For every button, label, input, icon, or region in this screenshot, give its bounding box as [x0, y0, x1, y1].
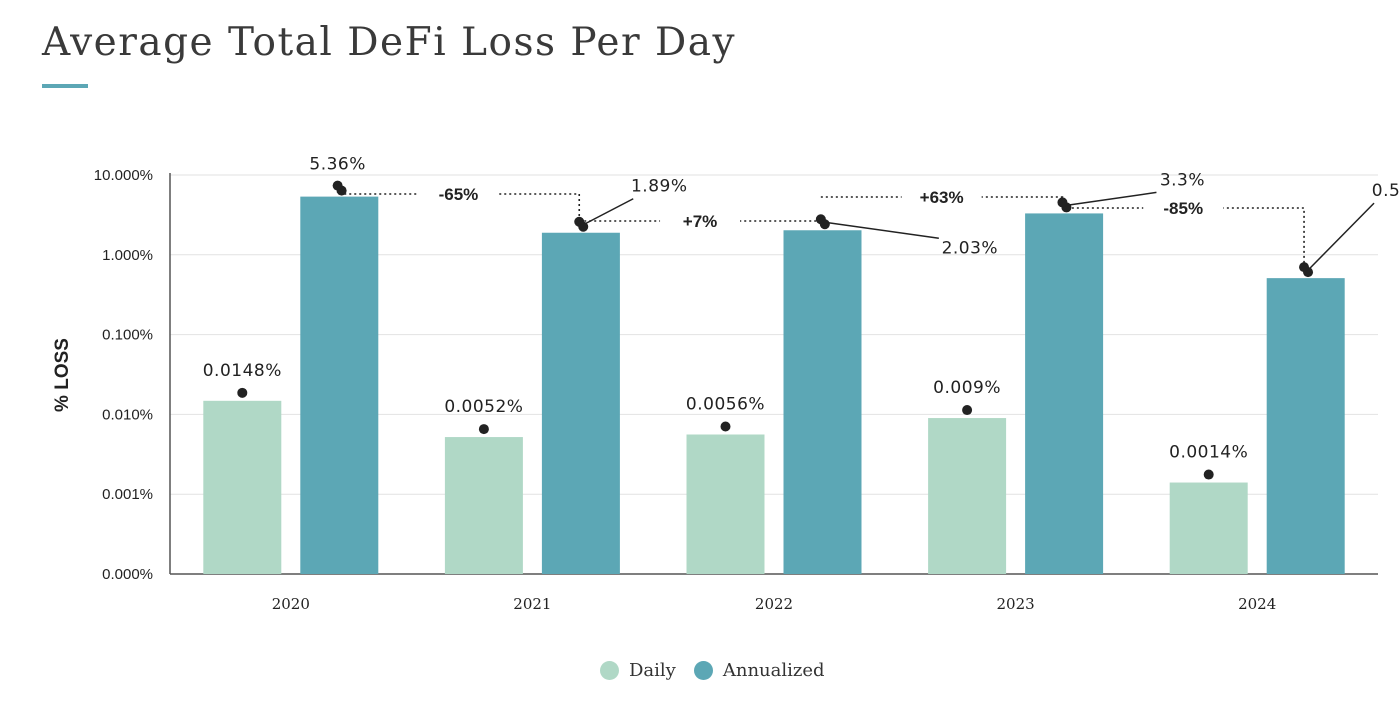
data-marker-daily — [720, 421, 731, 432]
data-marker-daily — [478, 424, 489, 435]
legend-swatch-annualized — [693, 661, 713, 680]
data-label-daily: 0.0052% — [444, 397, 523, 417]
bar-daily-2021 — [444, 437, 523, 574]
change-label: +7% — [683, 212, 718, 231]
data-label-annualized: 5.36% — [309, 155, 366, 175]
data-label-annualized: 1.89% — [631, 177, 688, 197]
data-marker-annualized-pointer — [815, 214, 826, 225]
pointer-line — [824, 221, 939, 240]
legend-item-daily[interactable]: Daily — [600, 660, 676, 681]
data-marker-daily — [1203, 469, 1214, 480]
bar-annualized-2021 — [541, 232, 620, 574]
chart-title: Average Total DeFi Loss Per Day — [42, 20, 737, 65]
bar-daily-2024 — [1169, 482, 1248, 574]
change-label-bg — [901, 185, 982, 209]
change-label: +63% — [920, 188, 964, 207]
legend-label-annualized: Annualized — [722, 660, 825, 681]
y-tick-label: 10.000% — [94, 167, 153, 184]
change-label: -85% — [1163, 199, 1203, 218]
bar-annualized-2020 — [300, 196, 379, 574]
bar-daily-2020 — [203, 400, 282, 574]
pointer-line — [1307, 202, 1375, 271]
data-marker-daily — [962, 405, 973, 416]
y-axis-label: % LOSS — [52, 338, 73, 412]
y-tick-label: 0.010% — [102, 406, 153, 423]
data-label-daily: 0.009% — [933, 378, 1001, 398]
pointer-line — [582, 198, 634, 226]
data-label-daily: 0.0014% — [1169, 443, 1248, 463]
change-label-bg — [1143, 196, 1224, 220]
bar-annualized-2024 — [1266, 278, 1345, 574]
data-label-annualized: 2.03% — [942, 238, 999, 258]
bar-daily-2023 — [928, 418, 1007, 574]
title-accent-bar — [42, 84, 88, 88]
data-label-annualized: 3.3% — [1160, 170, 1205, 190]
x-tick-label: 2020 — [272, 595, 310, 613]
bar-annualized-2022 — [783, 230, 862, 574]
legend-swatch-daily — [600, 661, 619, 680]
legend: Daily Annualized — [600, 660, 825, 681]
legend-label-daily: Daily — [629, 660, 676, 681]
x-tick-label: 2023 — [997, 595, 1035, 613]
x-tick-label: 2022 — [755, 595, 793, 613]
data-marker-daily — [237, 387, 248, 398]
data-label-daily: 0.0148% — [203, 361, 282, 381]
change-label: -65% — [439, 185, 479, 204]
pointer-line — [1066, 191, 1157, 207]
data-label-daily: 0.0056% — [686, 394, 765, 414]
change-connector — [820, 196, 1064, 203]
bar-daily-2022 — [686, 434, 765, 574]
change-label-bg — [660, 209, 741, 233]
x-tick-label: 2024 — [1238, 595, 1276, 613]
bar-annualized-2023 — [1025, 213, 1104, 574]
legend-item-annualized[interactable]: Annualized — [693, 660, 825, 681]
y-tick-label: 1.000% — [102, 247, 153, 264]
y-tick-label: 0.000% — [102, 566, 153, 583]
y-tick-label: 0.001% — [102, 486, 153, 503]
y-tick-label: 0.100% — [102, 327, 153, 344]
data-label-annualized: 0.51% — [1372, 181, 1400, 201]
x-tick-label: 2021 — [513, 595, 551, 613]
change-label-bg — [418, 182, 499, 206]
